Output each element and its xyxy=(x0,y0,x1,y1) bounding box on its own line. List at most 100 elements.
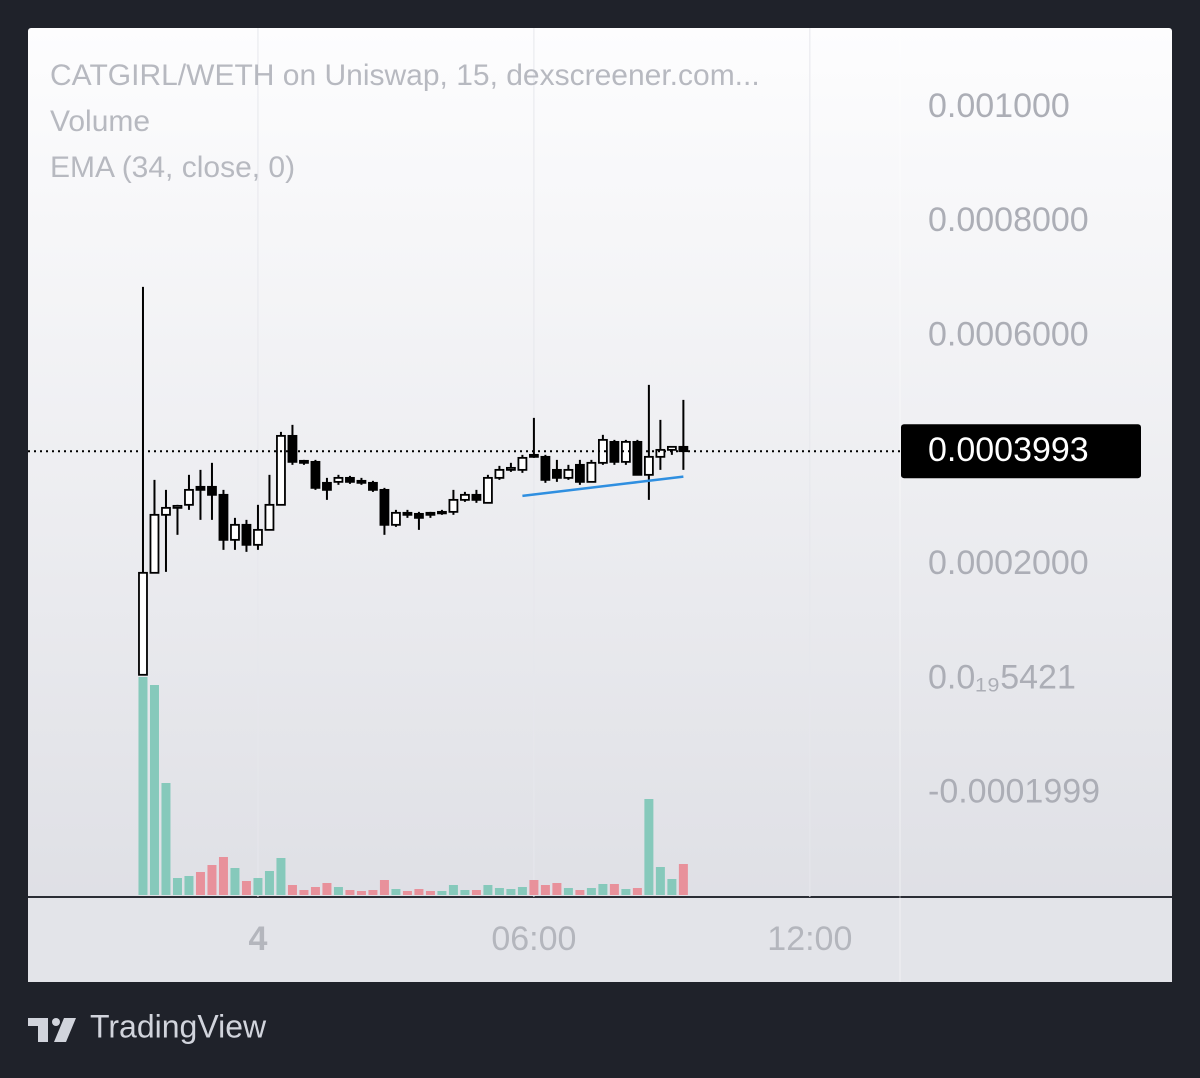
candle-body xyxy=(368,481,378,491)
volume-bar xyxy=(253,878,263,895)
volume-bar xyxy=(218,857,228,895)
candle-body xyxy=(345,476,355,483)
candle-body xyxy=(471,493,482,501)
volume-bar xyxy=(402,891,412,895)
candle-body xyxy=(299,459,309,464)
candle-body xyxy=(506,466,516,471)
y-tick-label: -0.0001999 xyxy=(928,773,1100,811)
volume-bar xyxy=(678,864,688,895)
x-tick-label: 12:00 xyxy=(767,920,852,958)
volume-bar xyxy=(575,890,585,895)
candle-body xyxy=(632,440,643,476)
candle-body xyxy=(517,456,528,471)
volume-bar xyxy=(540,885,550,895)
time-axis-area xyxy=(28,898,1172,982)
candle-body xyxy=(529,453,539,458)
volume-bar xyxy=(322,883,332,895)
volume-bar xyxy=(356,891,366,895)
volume-bar xyxy=(644,799,654,895)
candle-body xyxy=(264,503,275,531)
volume-bar xyxy=(184,876,194,895)
grid xyxy=(257,28,811,897)
y-tick-label: 0.0006000 xyxy=(928,316,1089,354)
volume-bar xyxy=(437,891,447,895)
volume-bar xyxy=(414,889,424,895)
y-tick-label: 0.0002000 xyxy=(928,544,1089,582)
candle-body xyxy=(586,461,597,483)
candle-body xyxy=(391,511,401,526)
candle-layer xyxy=(138,286,689,676)
candle-body xyxy=(276,434,286,506)
candle-body xyxy=(552,468,562,479)
candle-body xyxy=(643,455,654,476)
candle-body xyxy=(207,485,217,496)
y-tick-label: 0.0008000 xyxy=(928,201,1089,239)
volume-bar xyxy=(517,887,527,895)
volume-bar xyxy=(310,887,320,895)
candle-body xyxy=(161,506,171,516)
candle-body xyxy=(425,511,436,516)
logo-shape xyxy=(38,1018,48,1042)
candle-body xyxy=(333,476,344,483)
x-tick-label: 06:00 xyxy=(491,920,576,958)
volume-bar xyxy=(138,677,148,895)
volume-bar xyxy=(471,890,481,895)
volume-bar xyxy=(161,783,171,895)
volume-bar xyxy=(460,890,470,895)
volume-bar xyxy=(494,888,504,895)
volume-bar xyxy=(632,888,642,895)
ema-line xyxy=(522,475,684,498)
volume-bar xyxy=(506,889,516,895)
volume-bar xyxy=(552,883,562,895)
candle-body xyxy=(563,468,574,479)
candle-body xyxy=(287,434,298,463)
volume-bar xyxy=(368,890,378,895)
y-tick-label: 0.001000 xyxy=(928,87,1070,125)
volume-bar xyxy=(299,890,309,895)
x-tick-label: 4 xyxy=(248,920,267,958)
volume-bar xyxy=(379,880,389,895)
candle-body xyxy=(437,510,447,515)
volume-bar xyxy=(207,865,217,895)
candle-body xyxy=(253,528,263,546)
candle-body xyxy=(230,523,240,541)
logo: TradingView xyxy=(28,1008,267,1044)
volume-bar xyxy=(195,872,205,895)
volume-bar xyxy=(655,867,665,895)
candle-body xyxy=(138,571,148,676)
volume-bar xyxy=(483,885,493,895)
volume-bar xyxy=(264,871,274,895)
candle-body xyxy=(402,511,413,516)
volume-bar xyxy=(563,888,573,895)
volume-bar xyxy=(241,881,251,895)
volume-bar xyxy=(287,885,297,895)
volume-bar xyxy=(425,891,435,895)
volume-bar xyxy=(598,884,608,895)
volume-layer xyxy=(138,677,688,895)
y-tick-label: 0.0₁₉5421 xyxy=(928,658,1076,696)
brand: TradingView xyxy=(90,1008,267,1044)
candle-body xyxy=(448,498,459,513)
candle-body xyxy=(310,460,321,489)
candle-body xyxy=(460,493,470,501)
candle-body xyxy=(494,468,505,479)
logo-shape xyxy=(52,1018,60,1026)
volume-bar xyxy=(529,880,539,895)
volume-bar xyxy=(448,885,458,895)
candle-body xyxy=(483,476,493,504)
candle-body xyxy=(540,455,551,481)
candle-body xyxy=(574,463,585,483)
volume-bar xyxy=(391,889,401,895)
candle-body xyxy=(218,493,229,541)
chart-panel xyxy=(28,28,1172,982)
volume-bar xyxy=(667,879,677,895)
volume-bar xyxy=(333,887,343,895)
candle-body xyxy=(379,488,390,526)
last-price-label: 0.0003993 xyxy=(928,431,1089,469)
indicator-label: Volume xyxy=(50,105,150,138)
volume-bar xyxy=(621,889,631,895)
candle-body xyxy=(356,479,367,484)
candle-body xyxy=(322,481,332,491)
